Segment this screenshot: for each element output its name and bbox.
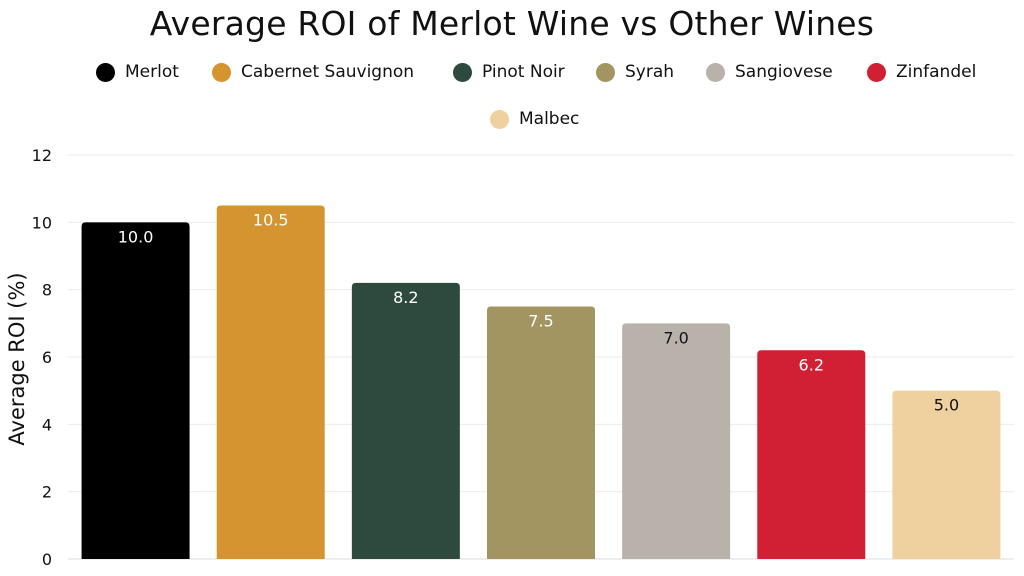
bar-sangiovese (622, 323, 731, 559)
legend-marker (596, 62, 615, 82)
bar-malbec (892, 390, 1001, 559)
legend-item: Sangiovese (706, 62, 833, 82)
y-tick-label: 2 (42, 483, 52, 502)
legend-item: Pinot Noir (453, 62, 565, 82)
legend-item: Merlot (96, 62, 179, 82)
legend-item: Malbec (490, 109, 579, 129)
bar-merlot (81, 222, 190, 560)
chart-title: Average ROI of Merlot Wine vs Other Wine… (149, 4, 875, 43)
bar-cabernet-sauvignon (216, 205, 325, 559)
legend-marker (96, 62, 115, 82)
legend-marker (453, 62, 472, 82)
legend-label: Malbec (519, 109, 580, 129)
legend-label: Zinfandel (896, 62, 977, 82)
data-label: 8.2 (393, 288, 418, 307)
legend-marker (706, 62, 725, 82)
legend-label: Merlot (125, 62, 179, 82)
data-label: 7.0 (663, 328, 688, 347)
y-tick-label: 8 (42, 281, 52, 300)
data-label: 5.0 (934, 396, 959, 415)
data-label: 10.0 (118, 227, 154, 246)
legend-label: Sangiovese (735, 62, 833, 82)
legend-item: Syrah (596, 62, 674, 82)
data-label: 7.5 (528, 312, 553, 331)
bar-pinot-noir (351, 282, 460, 559)
legend-label: Cabernet Sauvignon (241, 62, 415, 82)
bar-syrah (487, 306, 595, 559)
y-tick-label: 0 (42, 550, 52, 569)
y-tick-label: 4 (42, 415, 52, 434)
legend: Merlot Cabernet Sauvignon Pinot Noir Syrah S… (0, 62, 1024, 142)
legend-marker (490, 109, 509, 129)
data-label: 6.2 (799, 355, 824, 374)
legend-item: Cabernet Sauvignon (212, 62, 414, 82)
bar-zinfandel (757, 350, 866, 559)
y-axis-label: Average ROI (%) (5, 272, 29, 445)
legend-marker (212, 62, 231, 82)
data-label: 10.5 (253, 211, 289, 230)
y-tick-label: 10 (32, 213, 52, 232)
legend-label: Pinot Noir (482, 62, 565, 82)
legend-label: Syrah (625, 62, 675, 82)
legend-item: Zinfandel (867, 62, 976, 82)
legend-marker (867, 62, 886, 82)
y-tick-label: 6 (42, 348, 52, 367)
y-tick-label: 12 (32, 146, 52, 165)
